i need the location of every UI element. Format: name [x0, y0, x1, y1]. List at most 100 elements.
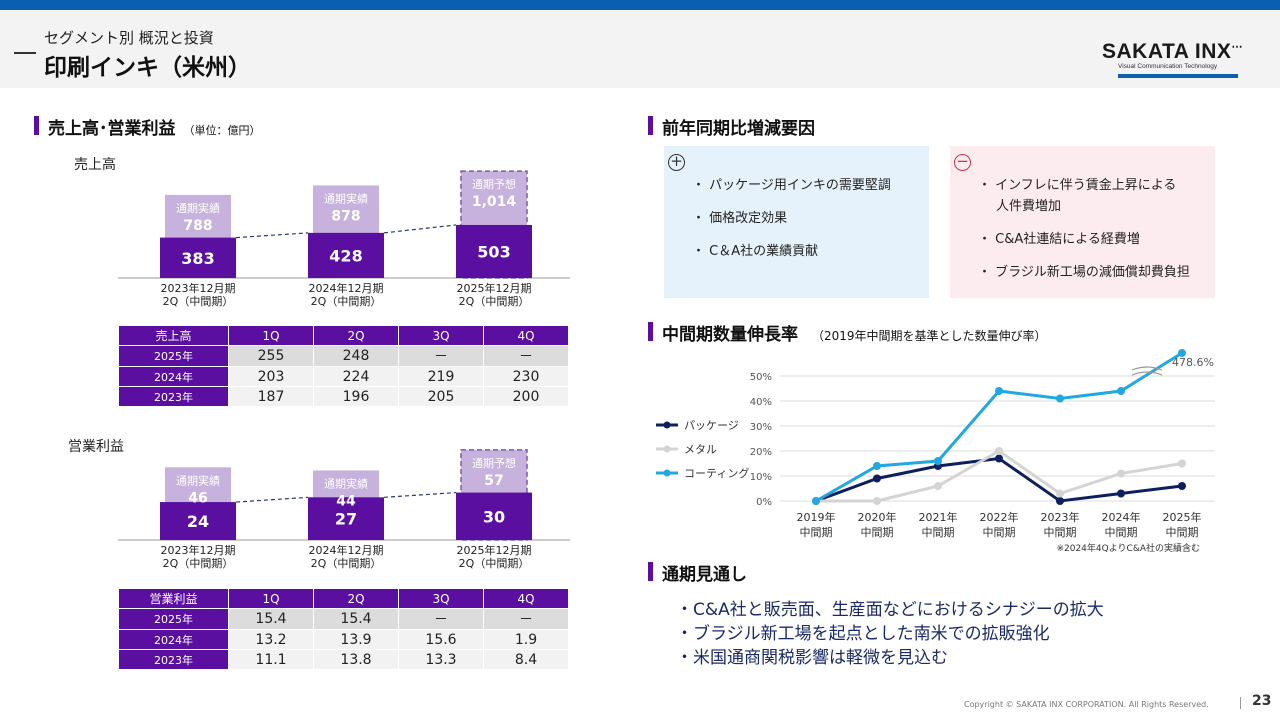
positive-factors-box: + ・ パッケージ用インキの需要堅調 ・ 価格改定効果 ・ C＆A社の業績貢献 [664, 146, 929, 298]
value-cell: 13.8 [313, 649, 399, 670]
x-tick-label: 2Q（中間期） [459, 295, 530, 308]
copyright: Copyright © SAKATA INX CORPORATION. All … [964, 700, 1209, 709]
value-cell: － [398, 608, 484, 630]
series-line [815, 456, 1183, 503]
value-cell: 11.1 [228, 649, 314, 670]
outlook-list: ・C&A社と販売面、生産面などにおけるシナジーの拡大 ・ブラジル新工場を起点とし… [676, 598, 1104, 670]
value-cell: 200 [483, 386, 569, 407]
fullyear-type-label: 通期予想 [472, 456, 516, 470]
break-value-label: 478.6% [1172, 356, 1214, 369]
sales-section-title: 売上高･営業利益 （単位：億円） [34, 114, 261, 139]
yoy-section-title: 前年同期比増減要因 [648, 114, 815, 139]
table-row: 2023年 11.1 13.8 13.3 8.4 [118, 649, 569, 670]
sales-chart-label: 売上高 [74, 157, 116, 173]
table-header-cell: 営業利益 [118, 588, 229, 609]
half-year-bar [160, 502, 236, 540]
table-header-cell: 2Q [313, 588, 399, 609]
table-row: 2024年 13.2 13.9 15.6 1.9 [118, 629, 569, 650]
value-cell: 196 [313, 386, 399, 407]
sales-bar-chart: 383通期実績7882023年12月期2Q（中間期）428通期実績8782024… [118, 170, 570, 308]
data-point [995, 447, 1003, 455]
page-subtitle: セグメント別 概況と投資 [44, 29, 214, 47]
x-tick-label: 2024年 [1102, 510, 1141, 524]
table-header-cell: 4Q [483, 325, 569, 346]
header-dash [14, 52, 36, 54]
x-tick-label: 中間期 [1105, 526, 1138, 539]
fullyear-type-label: 通期実績 [176, 473, 220, 487]
value-cell: 15.6 [398, 629, 484, 650]
axis-break-mark [1131, 366, 1163, 371]
table-header-cell: 3Q [398, 325, 484, 346]
x-tick-label: 2Q（中間期） [163, 295, 234, 308]
x-tick-label: 2025年 [1163, 510, 1202, 524]
data-point [1056, 489, 1064, 498]
table-header-cell: 2Q [313, 325, 399, 346]
value-cell: 13.2 [228, 629, 314, 650]
fullyear-value-label: 878 [331, 208, 360, 224]
data-point [873, 462, 881, 470]
minus-item: ・ ブラジル新工場の減価償却費負担 [978, 265, 1190, 280]
data-point [1056, 394, 1064, 403]
operating-profit-bar-chart: 24通期実績462023年12月期2Q（中間期）27通期実績442024年12月… [118, 449, 570, 570]
fullyear-type-label: 通期予想 [472, 177, 516, 191]
fullyear-value-label: 1,014 [472, 194, 517, 210]
data-point [1178, 459, 1186, 468]
chart-footnote: ※2024年4QよりC&A社の実績含む [1056, 542, 1200, 554]
axis-break-mark [1131, 371, 1163, 376]
x-tick-label: 中間期 [983, 526, 1016, 539]
minus-icon: − [954, 154, 971, 171]
x-tick-label: 2Q（中間期） [163, 557, 234, 570]
year-cell: 2023年 [118, 649, 229, 670]
outlook-item: ・米国通商関税影響は軽微を見込む [676, 648, 948, 668]
half-year-bar [456, 224, 532, 278]
x-tick-label: 2Q（中間期） [311, 557, 382, 570]
x-tick-label: 2021年 [919, 510, 958, 524]
plus-item: ・ パッケージ用インキの需要堅調 [692, 178, 891, 193]
data-point [1056, 497, 1064, 505]
year-cell: 2024年 [118, 629, 229, 650]
fullyear-value-label: 46 [188, 490, 207, 506]
minus-item: ・ インフレに伴う賃金上昇による [978, 178, 1177, 193]
half-year-value-label: 24 [187, 512, 209, 531]
negative-factors-box: − ・ インフレに伴う賃金上昇による 人件費増加 ・ C&A社連結による経費増 … [950, 146, 1215, 298]
half-year-value-label: 30 [483, 507, 505, 526]
fullyear-value-label: 44 [336, 493, 356, 509]
table-header-cell: 1Q [228, 588, 314, 609]
legend-label: メタル [684, 443, 717, 456]
x-tick-label: 2023年 [1041, 510, 1080, 524]
half-year-bar [160, 237, 236, 278]
value-cell: 255 [228, 345, 314, 367]
value-cell: 224 [313, 366, 399, 387]
data-point [995, 454, 1003, 463]
data-point [1178, 349, 1186, 357]
x-tick-label: 2Q（中間期） [459, 557, 530, 570]
trend-connector [383, 491, 457, 498]
data-point [934, 457, 942, 465]
value-cell: 1.9 [483, 629, 569, 650]
half-year-bar [308, 497, 384, 540]
data-point [812, 497, 820, 505]
company-logo: SAKATA INX⋯ [1102, 40, 1243, 63]
value-cell: 248 [313, 345, 399, 367]
x-tick-label: 中間期 [1166, 526, 1199, 539]
x-tick-label: 2020年 [858, 510, 897, 524]
page-title: 印刷インキ（米州） [44, 55, 251, 81]
y-tick-label: 40% [750, 397, 772, 408]
value-cell: 219 [398, 366, 484, 387]
x-tick-label: 中間期 [861, 526, 894, 539]
y-tick-label: 0% [756, 497, 772, 508]
x-tick-label: 2024年12月期 [309, 281, 384, 295]
table-row: 2025年 255 248 －－ [118, 345, 569, 367]
table-header-cell: 3Q [398, 588, 484, 609]
value-cell: 15.4 [313, 608, 399, 630]
x-tick-label: 中間期 [922, 526, 955, 539]
x-tick-label: 2023年12月期 [161, 281, 236, 295]
x-tick-label: 2024年12月期 [309, 543, 384, 557]
value-cell: 203 [228, 366, 314, 387]
value-cell: － [483, 345, 569, 367]
table-header-cell: 売上高 [118, 325, 229, 346]
op-quarter-table: 営業利益 1Q 2Q 3Q 4Q 2025年 15.4 15.4 －－ 2024年 13.2 13.9… [118, 588, 569, 670]
year-cell: 2025年 [118, 608, 229, 630]
table-header-row: 営業利益 1Q 2Q 3Q 4Q [118, 588, 569, 609]
fullyear-type-label: 通期実績 [176, 201, 220, 215]
